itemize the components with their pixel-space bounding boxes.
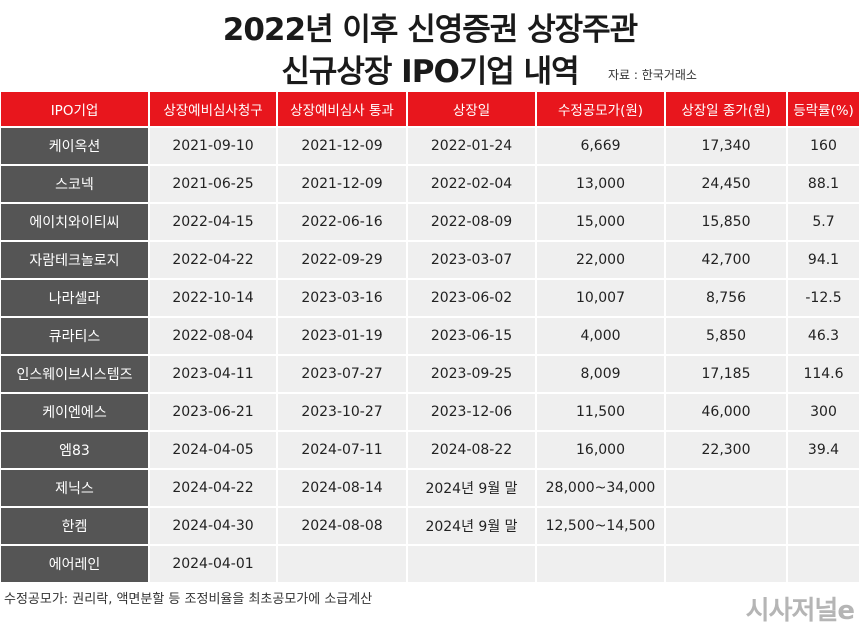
- cell: 13,000: [537, 166, 664, 202]
- cell: 2024-04-22: [150, 470, 276, 506]
- cell: 2022-01-24: [408, 128, 535, 164]
- cell: 22,000: [537, 242, 664, 278]
- cell: 12,500~14,500: [537, 508, 664, 544]
- cell: 10,007: [537, 280, 664, 316]
- cell: 88.1: [788, 166, 859, 202]
- column-header: 수정공모가(원): [537, 92, 664, 126]
- cell: 28,000~34,000: [537, 470, 664, 506]
- cell: [666, 508, 786, 544]
- cell: 8,756: [666, 280, 786, 316]
- cell: 2022-08-09: [408, 204, 535, 240]
- cell: 2023-10-27: [278, 394, 406, 430]
- column-header: 상장예비심사청구: [150, 92, 276, 126]
- cell: 2024-08-08: [278, 508, 406, 544]
- table: IPO기업 상장예비심사청구 상장예비심사 통과 상장일 수정공모가(원) 상장일 종가(…: [1, 92, 859, 582]
- title: 신규상장 IPO기업 내역: [281, 54, 579, 90]
- cell: 5,850: [666, 318, 786, 354]
- cell: 2024-04-05: [150, 432, 276, 468]
- cell: 2023-12-06: [408, 394, 535, 430]
- row-header: 인스웨이브시스템즈: [1, 356, 148, 392]
- cell: 2023-03-07: [408, 242, 535, 278]
- cell: 2022-06-16: [278, 204, 406, 240]
- row-header: 큐라티스: [1, 318, 148, 354]
- cell: 16,000: [537, 432, 664, 468]
- cell: 2021-12-09: [278, 166, 406, 202]
- cell: [408, 546, 535, 582]
- cell: 2022-04-22: [150, 242, 276, 278]
- cell: 46.3: [788, 318, 859, 354]
- cell: [278, 546, 406, 582]
- cell: 8,009: [537, 356, 664, 392]
- row-header: 한켐: [1, 508, 148, 544]
- cell: [788, 546, 859, 582]
- cell: [788, 508, 859, 544]
- source: 자료 : 한국거래소: [608, 68, 697, 82]
- cell: 2024년 9월 말: [408, 470, 535, 506]
- row-header: 케이엔에스: [1, 394, 148, 430]
- column-header: IPO기업: [1, 92, 148, 126]
- cell: [666, 470, 786, 506]
- cell: 39.4: [788, 432, 859, 468]
- cell: 2024-08-22: [408, 432, 535, 468]
- cell: 2021-12-09: [278, 128, 406, 164]
- cell: 94.1: [788, 242, 859, 278]
- row-header: 엠83: [1, 432, 148, 468]
- cell: 24,450: [666, 166, 786, 202]
- title: 2022년 이후 신영증권 상장주관: [222, 12, 638, 48]
- cell: 2024-04-30: [150, 508, 276, 544]
- cell: 15,000: [537, 204, 664, 240]
- cell: 2024-08-14: [278, 470, 406, 506]
- cell: 2022-08-04: [150, 318, 276, 354]
- column-header: 상장일: [408, 92, 535, 126]
- cell: 4,000: [537, 318, 664, 354]
- cell: 160: [788, 128, 859, 164]
- row-header: 자람테크놀로지: [1, 242, 148, 278]
- row-header: 에이치와이티씨: [1, 204, 148, 240]
- cell: [788, 470, 859, 506]
- cell: -12.5: [788, 280, 859, 316]
- cell: 2023-06-21: [150, 394, 276, 430]
- cell: 2023-06-02: [408, 280, 535, 316]
- cell: 15,850: [666, 204, 786, 240]
- cell: 2023-03-16: [278, 280, 406, 316]
- column-header: 상장일 종가(원): [666, 92, 786, 126]
- cell: [537, 546, 664, 582]
- cell: 2023-09-25: [408, 356, 535, 392]
- cell: 2024-04-01: [150, 546, 276, 582]
- cell: 2021-09-10: [150, 128, 276, 164]
- cell: 17,185: [666, 356, 786, 392]
- cell: 42,700: [666, 242, 786, 278]
- cell: 6,669: [537, 128, 664, 164]
- column-header: 등락률(%): [788, 92, 859, 126]
- row-header: 제닉스: [1, 470, 148, 506]
- cell: [666, 546, 786, 582]
- row-header: 케이옥션: [1, 128, 148, 164]
- logo: 시사저널e: [745, 596, 855, 626]
- row-header: 에어레인: [1, 546, 148, 582]
- cell: 300: [788, 394, 859, 430]
- cell: 22,300: [666, 432, 786, 468]
- cell: 2023-01-19: [278, 318, 406, 354]
- row-header: 나라셀라: [1, 280, 148, 316]
- cell: 2021-06-25: [150, 166, 276, 202]
- cell: 2022-09-29: [278, 242, 406, 278]
- cell: 17,340: [666, 128, 786, 164]
- column-header: 상장예비심사 통과: [278, 92, 406, 126]
- row-header: 스코넥: [1, 166, 148, 202]
- cell: 46,000: [666, 394, 786, 430]
- cell: 2023-06-15: [408, 318, 535, 354]
- cell: 2022-04-15: [150, 204, 276, 240]
- cell: 2024년 9월 말: [408, 508, 535, 544]
- cell: 2023-04-11: [150, 356, 276, 392]
- cell: 2024-07-11: [278, 432, 406, 468]
- footnote: 수정공모가: 권리락, 액면분할 등 조정비율을 최초공모가에 소급계산: [4, 592, 373, 607]
- cell: 2022-10-14: [150, 280, 276, 316]
- cell: 2022-02-04: [408, 166, 535, 202]
- cell: 11,500: [537, 394, 664, 430]
- cell: 2023-07-27: [278, 356, 406, 392]
- cell: 114.6: [788, 356, 859, 392]
- cell: 5.7: [788, 204, 859, 240]
